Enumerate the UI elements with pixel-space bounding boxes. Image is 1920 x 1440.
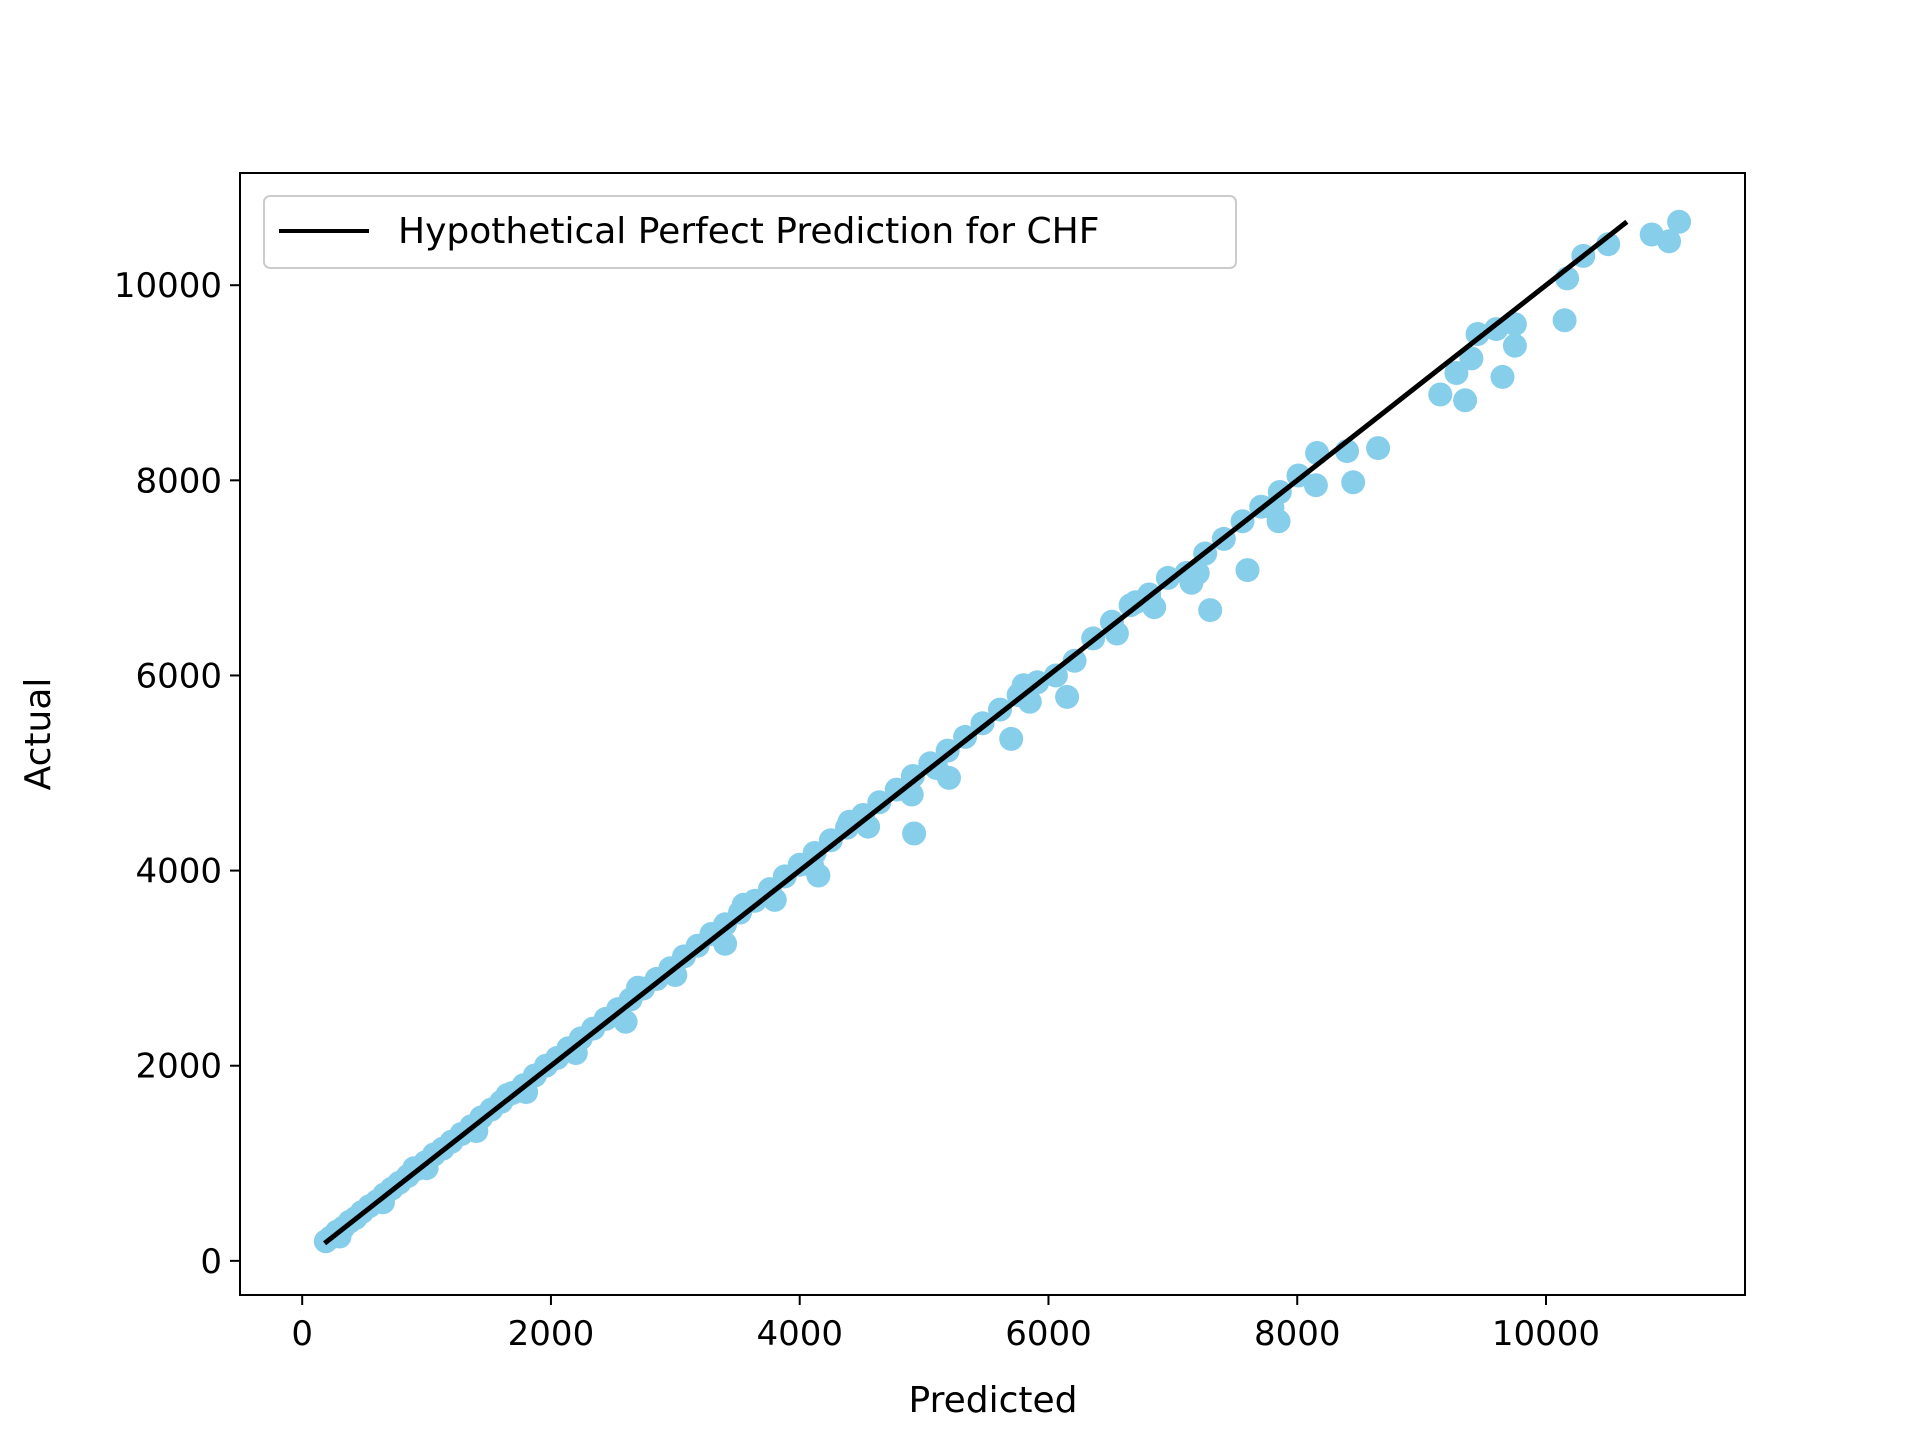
x-tick-label: 6000 [1005,1314,1092,1354]
legend-label: Hypothetical Perfect Prediction for CHF [398,211,1099,252]
legend-box [263,195,1237,269]
data-point [495,1083,520,1107]
data-point [1305,441,1330,465]
data-point [713,931,738,956]
y-axis-label: Actual [18,678,59,791]
data-point [1198,598,1223,623]
x-axis-label: Predicted [909,1380,1078,1421]
data-point [899,782,924,807]
data-point [924,756,949,781]
y-tick-label: 10000 [114,266,222,306]
x-tick-label: 0 [291,1314,313,1354]
y-tick-label: 8000 [135,461,222,501]
data-point [1502,333,1527,358]
data-point [1552,308,1577,333]
data-point [1235,558,1260,583]
y-tick-label: 4000 [135,852,222,892]
data-point [371,1190,395,1215]
data-point [800,853,825,878]
x-tick-label: 10000 [1492,1314,1600,1354]
y-tick-label: 6000 [135,656,222,696]
data-point [1366,436,1391,461]
data-point [818,828,843,853]
data-point [464,1119,489,1144]
data-point [1123,590,1148,615]
x-tick-label: 4000 [756,1314,843,1354]
data-point [613,1009,638,1034]
y-tick-label: 2000 [135,1047,222,1087]
data-point [1055,684,1080,709]
plot-frame [239,172,1746,1296]
data-point [1428,382,1453,407]
data-point [900,764,925,788]
data-point [902,821,927,846]
data-point [1303,473,1328,498]
legend: Hypothetical Perfect Prediction for CHF [263,195,1237,269]
data-point [1490,364,1515,389]
x-tick-label: 8000 [1254,1314,1341,1354]
data-point [1341,470,1366,495]
data-point [1062,648,1087,673]
data-point [867,790,892,815]
data-point [1465,322,1490,346]
data-point [1484,317,1509,342]
data-point [1667,209,1692,234]
data-point [1657,229,1682,254]
data-point [1502,312,1527,337]
perfect-prediction-line [323,219,1629,1246]
data-point [1459,346,1484,371]
y-tick-label: 0 [200,1242,222,1282]
x-tick-label: 2000 [508,1314,595,1354]
data-point [1104,621,1129,646]
data-point [327,1224,352,1249]
data-point [514,1080,539,1105]
data-point [1142,595,1167,620]
scatter-points [313,209,1692,1254]
data-point [663,963,688,987]
data-point [1043,663,1068,688]
data-point [1185,561,1210,585]
y-axis-ticks: 0 2000 4000 6000 8000 10000 [114,266,240,1282]
data-point [999,726,1024,751]
reference-line-layer [323,219,1629,1246]
data-point [563,1041,588,1065]
data-point [402,1156,427,1181]
data-point [1444,361,1469,385]
data-point [1453,388,1478,413]
x-axis-ticks: 0 2000 4000 6000 8000 10000 [291,1295,1600,1354]
